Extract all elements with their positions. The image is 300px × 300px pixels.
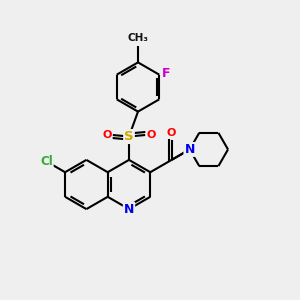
Text: S: S	[124, 130, 134, 143]
Text: CH₃: CH₃	[128, 33, 148, 43]
Text: O: O	[146, 130, 156, 140]
Text: F: F	[162, 67, 170, 80]
Text: N: N	[124, 202, 134, 216]
Text: Cl: Cl	[40, 155, 53, 168]
Text: O: O	[167, 128, 176, 138]
Text: O: O	[102, 130, 112, 140]
Text: N: N	[184, 143, 195, 156]
